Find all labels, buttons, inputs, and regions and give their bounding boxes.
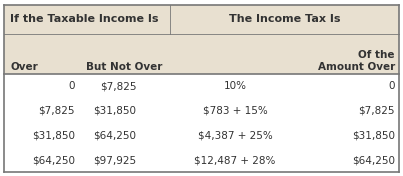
Text: $31,850: $31,850 bbox=[352, 130, 395, 140]
Text: $31,850: $31,850 bbox=[93, 106, 137, 116]
Bar bbox=[4, 74, 399, 98]
Bar bbox=[170, 5, 399, 34]
Text: $12,487 + 28%: $12,487 + 28% bbox=[195, 155, 276, 165]
Text: 0: 0 bbox=[388, 81, 395, 91]
Bar bbox=[4, 5, 170, 34]
Bar bbox=[4, 148, 399, 172]
Bar bbox=[4, 98, 399, 123]
Text: $64,250: $64,250 bbox=[32, 155, 75, 165]
Text: But Not Over: But Not Over bbox=[86, 62, 163, 72]
Text: $7,825: $7,825 bbox=[100, 81, 137, 91]
Bar bbox=[4, 34, 399, 74]
Text: $7,825: $7,825 bbox=[358, 106, 395, 116]
Text: $7,825: $7,825 bbox=[39, 106, 75, 116]
Text: $31,850: $31,850 bbox=[32, 130, 75, 140]
Text: $783 + 15%: $783 + 15% bbox=[203, 106, 268, 116]
Text: $4,387 + 25%: $4,387 + 25% bbox=[198, 130, 272, 140]
Text: $97,925: $97,925 bbox=[93, 155, 137, 165]
Text: Of the
Amount Over: Of the Amount Over bbox=[318, 50, 395, 72]
Text: 10%: 10% bbox=[224, 81, 247, 91]
Text: Over: Over bbox=[10, 62, 38, 72]
Text: $64,250: $64,250 bbox=[93, 130, 137, 140]
Text: If the Taxable Income Is: If the Taxable Income Is bbox=[10, 14, 158, 24]
Text: $64,250: $64,250 bbox=[352, 155, 395, 165]
Text: 0: 0 bbox=[69, 81, 75, 91]
Text: The Income Tax Is: The Income Tax Is bbox=[229, 14, 340, 24]
Bar bbox=[4, 123, 399, 148]
